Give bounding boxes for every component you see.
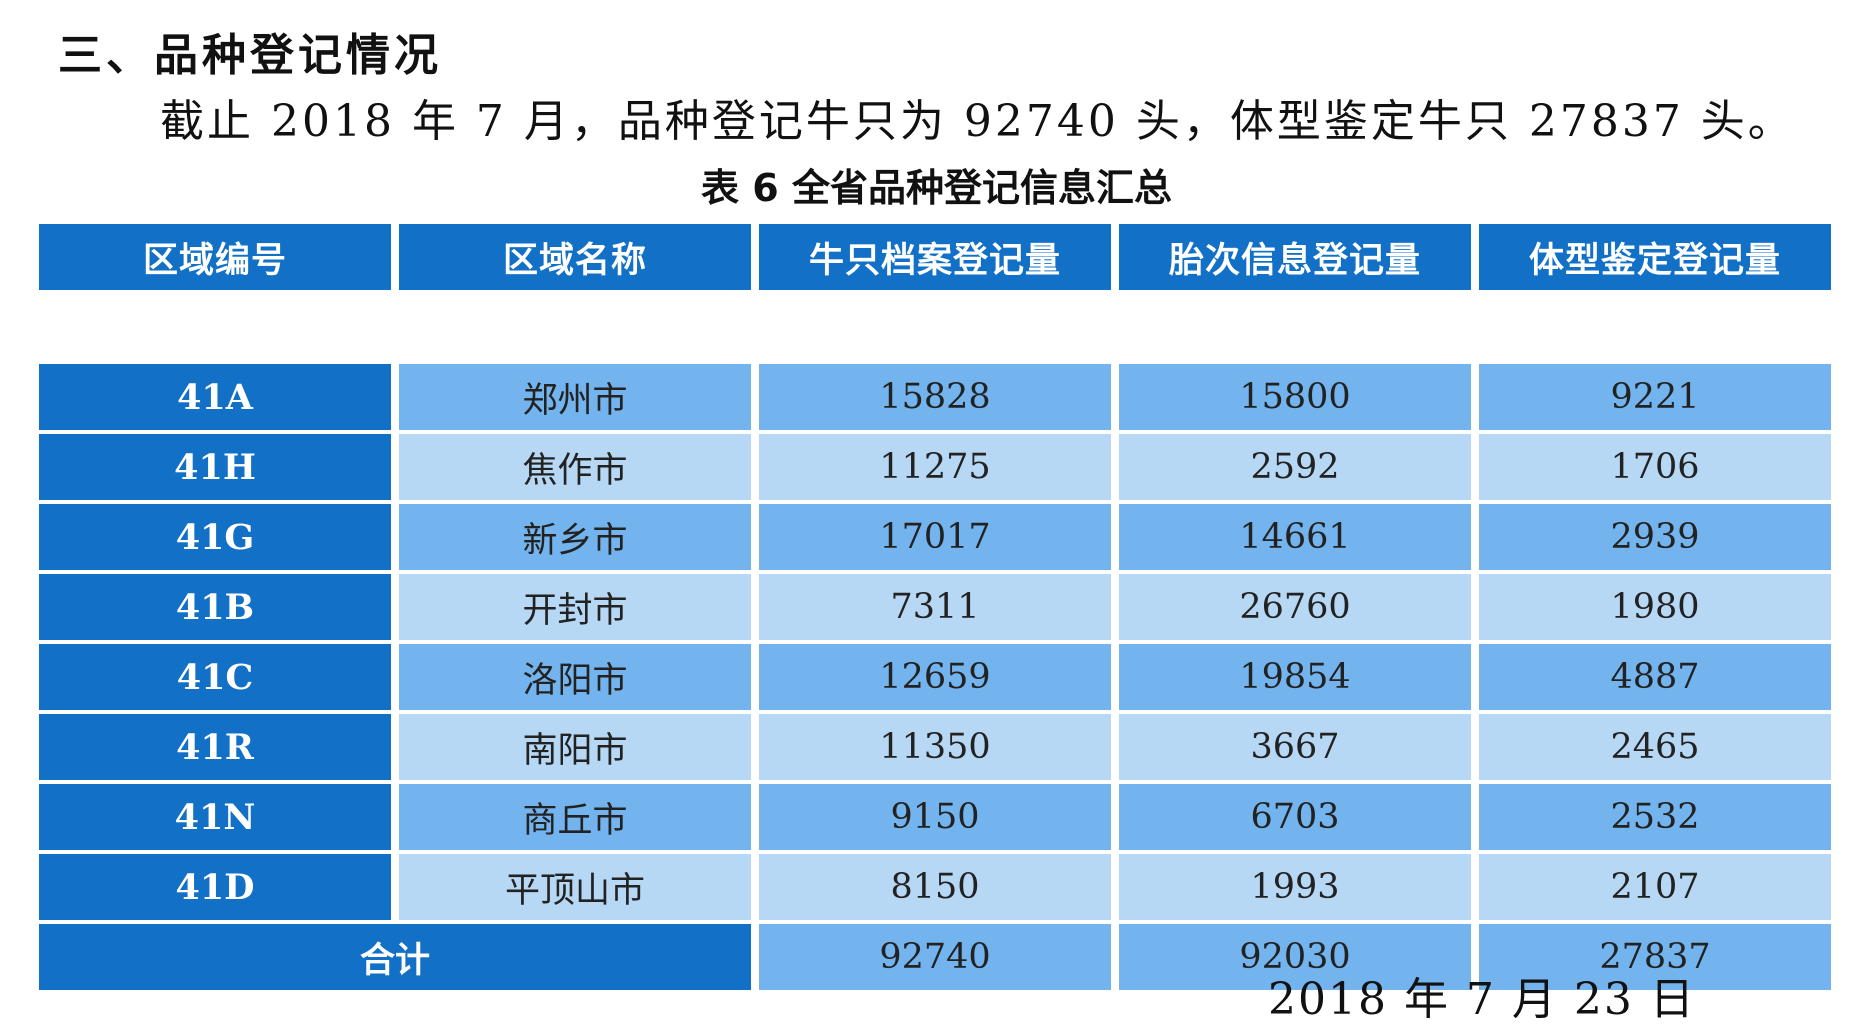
region-name-cell: 平顶山市 — [399, 854, 751, 920]
header-parity-count: 胎次信息登记量 — [1119, 224, 1471, 290]
table-row: 41R 南阳市 11350 3667 2465 — [39, 714, 1831, 780]
region-name-cell: 郑州市 — [399, 364, 751, 430]
document-date: 2018 年 7 月 23 日 — [1268, 974, 1696, 1025]
conformation-count-cell: 2465 — [1479, 714, 1831, 780]
parity-count-cell: 14661 — [1119, 504, 1471, 570]
region-code-cell: 41D — [39, 854, 391, 920]
region-name-cell: 洛阳市 — [399, 644, 751, 710]
header-region-code: 区域编号 — [39, 224, 391, 290]
parity-count-cell: 3667 — [1119, 714, 1471, 780]
conformation-count-cell: 4887 — [1479, 644, 1831, 710]
header-region-name: 区域名称 — [399, 224, 751, 290]
parity-count-cell: 19854 — [1119, 644, 1471, 710]
total-parity-cell: 92030 — [1119, 924, 1471, 990]
header-row: 区域编号 区域名称 牛只档案登记量 胎次信息登记量 体型鉴定登记量 — [39, 224, 1831, 290]
table-row: 41B 开封市 7311 26760 1980 — [39, 574, 1831, 640]
table-header: 区域编号 区域名称 牛只档案登记量 胎次信息登记量 体型鉴定登记量 — [39, 224, 1831, 290]
region-code-cell: 41C — [39, 644, 391, 710]
conformation-count-cell: 1706 — [1479, 434, 1831, 500]
conformation-count-cell: 2939 — [1479, 504, 1831, 570]
region-code-cell: 41H — [39, 434, 391, 500]
table-row: 41C 洛阳市 12659 19854 4887 — [39, 644, 1831, 710]
parity-count-cell: 2592 — [1119, 434, 1471, 500]
table-row: 41N 商丘市 9150 6703 2532 — [39, 784, 1831, 850]
archive-count-cell: 9150 — [759, 784, 1111, 850]
archive-count-cell: 8150 — [759, 854, 1111, 920]
total-archive-cell: 92740 — [759, 924, 1111, 990]
region-name-cell: 新乡市 — [399, 504, 751, 570]
archive-count-cell: 17017 — [759, 504, 1111, 570]
region-name-cell: 开封市 — [399, 574, 751, 640]
header-gap — [39, 294, 1831, 360]
section-heading: 三、品种登记情况 — [58, 30, 442, 81]
archive-count-cell: 12659 — [759, 644, 1111, 710]
region-code-cell: 41B — [39, 574, 391, 640]
conformation-count-cell: 9221 — [1479, 364, 1831, 430]
region-code-cell: 41A — [39, 364, 391, 430]
conformation-count-cell: 2532 — [1479, 784, 1831, 850]
archive-count-cell: 15828 — [759, 364, 1111, 430]
summary-paragraph: 截止 2018 年 7 月，品种登记牛只为 92740 头，体型鉴定牛只 278… — [160, 96, 1795, 147]
header-conformation-count: 体型鉴定登记量 — [1479, 224, 1831, 290]
total-row: 合计 92740 92030 27837 — [39, 924, 1831, 990]
registration-summary-table: 区域编号 区域名称 牛只档案登记量 胎次信息登记量 体型鉴定登记量 41A 郑州市… — [31, 220, 1839, 994]
parity-count-cell: 6703 — [1119, 784, 1471, 850]
parity-count-cell: 26760 — [1119, 574, 1471, 640]
archive-count-cell: 7311 — [759, 574, 1111, 640]
table-row: 41G 新乡市 17017 14661 2939 — [39, 504, 1831, 570]
region-name-cell: 南阳市 — [399, 714, 751, 780]
region-name-cell: 商丘市 — [399, 784, 751, 850]
table-row: 41A 郑州市 15828 15800 9221 — [39, 364, 1831, 430]
parity-count-cell: 1993 — [1119, 854, 1471, 920]
region-code-cell: 41R — [39, 714, 391, 780]
header-archive-count: 牛只档案登记量 — [759, 224, 1111, 290]
table-row: 41H 焦作市 11275 2592 1706 — [39, 434, 1831, 500]
archive-count-cell: 11275 — [759, 434, 1111, 500]
conformation-count-cell: 1980 — [1479, 574, 1831, 640]
conformation-count-cell: 2107 — [1479, 854, 1831, 920]
table-caption: 表 6 全省品种登记信息汇总 — [701, 166, 1172, 210]
region-code-cell: 41G — [39, 504, 391, 570]
total-conformation-cell: 27837 — [1479, 924, 1831, 990]
region-name-cell: 焦作市 — [399, 434, 751, 500]
table-row: 41D 平顶山市 8150 1993 2107 — [39, 854, 1831, 920]
table-body: 41A 郑州市 15828 15800 9221 41H 焦作市 11275 2592 1706 4… — [39, 294, 1831, 990]
parity-count-cell: 15800 — [1119, 364, 1471, 430]
archive-count-cell: 11350 — [759, 714, 1111, 780]
total-label-cell: 合计 — [39, 924, 751, 990]
region-code-cell: 41N — [39, 784, 391, 850]
